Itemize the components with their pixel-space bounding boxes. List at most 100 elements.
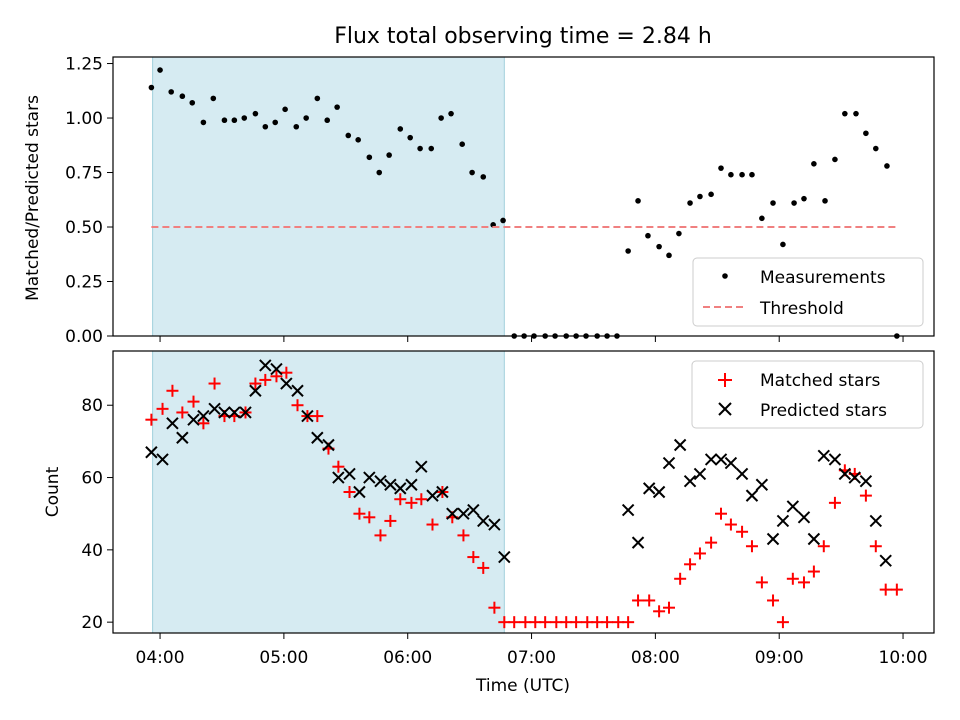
measurement-point <box>635 198 641 204</box>
top-axis-ticks: 0.00 0.25 0.50 0.75 1.00 1.25 <box>65 55 904 347</box>
predicted-stars-point <box>797 511 811 524</box>
predicted-stars-point <box>498 550 511 564</box>
matched-stars-legend-marker <box>718 373 732 387</box>
measurement-point <box>157 67 163 73</box>
matched-stars-point <box>394 493 407 506</box>
predicted-stars-point <box>311 431 324 444</box>
predicted-stars-point <box>197 409 210 423</box>
matched-stars-point <box>869 540 882 553</box>
predicted-stars-point <box>415 460 428 473</box>
matched-stars-point <box>156 402 169 415</box>
matched-stars-point <box>817 540 830 553</box>
matched-stars-point <box>384 514 397 527</box>
measurement-point <box>448 110 454 117</box>
predicted-stars-point <box>704 453 718 466</box>
matched-stars-point <box>343 486 356 498</box>
measurement-point <box>376 169 383 176</box>
top-legend-box <box>692 257 924 327</box>
matched-stars-point <box>477 561 490 574</box>
predicted-stars-point <box>786 500 800 513</box>
predicted-stars-legend-marker <box>718 402 732 416</box>
top-y-tick-label: 0.25 <box>65 273 103 293</box>
measurement-point <box>303 115 309 121</box>
x-tick-label: 08:00 <box>631 648 680 668</box>
top-y-axis-label: Matched/Predicted stars <box>23 95 43 301</box>
measurement-point <box>252 110 259 117</box>
matched-stars-point <box>539 616 552 629</box>
top-y-tick-label: 0.75 <box>65 164 103 184</box>
measurement-point <box>884 163 890 169</box>
legend-measurements-label: Measurements <box>760 268 886 288</box>
matched-stars-point <box>674 572 687 585</box>
matched-stars-point <box>828 496 841 509</box>
matched-stars-point <box>755 576 768 589</box>
measurement-point <box>366 154 373 161</box>
predicted-stars-point <box>859 474 873 488</box>
measurement-point <box>480 174 487 180</box>
measurement-point <box>801 195 807 202</box>
matched-stars-point <box>405 496 418 509</box>
predicted-stars-point <box>714 453 728 466</box>
matched-stars-point <box>197 417 210 430</box>
predicted-stars-point <box>766 532 780 546</box>
predicted-stars-point <box>208 402 221 416</box>
predicted-stars-point <box>631 536 645 549</box>
x-tick-label: 04:00 <box>136 648 185 668</box>
predicted-stars-point <box>745 489 759 502</box>
matched-stars-point <box>859 489 872 502</box>
measurement-point <box>293 123 300 130</box>
matched-stars-point <box>374 529 387 542</box>
measurement-point <box>459 141 466 147</box>
bottom-y-tick-label: 60 <box>81 469 103 489</box>
measurement-point <box>210 95 217 102</box>
matched-stars-point <box>776 616 789 629</box>
matched-stars-point <box>653 605 666 618</box>
predicted-stars-point <box>488 518 501 531</box>
measurements-legend-marker <box>722 273 728 279</box>
bottom-legend-box <box>691 360 924 429</box>
measurement-point <box>148 84 155 91</box>
x-tick-label: 07:00 <box>507 648 556 668</box>
predicted-stars-point <box>673 438 687 452</box>
predicted-stars-point <box>228 406 241 419</box>
measurement-point <box>872 145 879 152</box>
measurement-point <box>842 110 848 117</box>
matched-stars-point <box>145 413 158 426</box>
bottom-legend: Matched stars Predicted stars <box>691 360 924 429</box>
measurement-point <box>770 200 776 206</box>
x-tick-label: 06:00 <box>383 648 432 668</box>
predicted-stars-point <box>156 453 169 466</box>
measurement-point <box>645 232 651 239</box>
matched-stars-point <box>736 525 749 538</box>
predicted-stars-point <box>259 359 272 372</box>
predicted-stars-point <box>145 446 158 459</box>
top-legend: Measurements Threshold <box>692 257 924 327</box>
matched-stars-point <box>259 373 272 386</box>
matched-stars-point <box>426 518 439 531</box>
top-observing-interval-shade <box>152 56 505 337</box>
measurement-point <box>231 117 238 124</box>
matched-stars-point <box>890 583 903 596</box>
matched-stars-point <box>715 507 728 520</box>
x-axis-label: Time (UTC) <box>475 676 570 696</box>
predicted-stars-point <box>652 485 666 499</box>
measurement-point <box>749 171 755 178</box>
measurement-point <box>739 171 745 178</box>
measurement-point <box>438 115 444 121</box>
measurement-point <box>500 217 506 224</box>
top-y-tick-label: 0.00 <box>65 327 103 347</box>
predicted-stars-point <box>353 485 366 499</box>
predicted-stars-point <box>776 514 790 528</box>
measurement-point <box>221 117 228 124</box>
bottom-shaded-interval <box>152 350 505 634</box>
predicted-stars-point <box>869 514 883 528</box>
predicted-stars-point <box>879 554 892 567</box>
matched-stars-point <box>280 366 293 379</box>
matched-stars-point <box>467 551 480 564</box>
predicted-stars-point <box>457 507 470 520</box>
predicted-stars-point <box>755 478 769 491</box>
legend-matched-stars-label: Matched stars <box>760 371 880 391</box>
bottom-axes-frame <box>112 350 935 634</box>
measurement-point <box>791 200 797 206</box>
